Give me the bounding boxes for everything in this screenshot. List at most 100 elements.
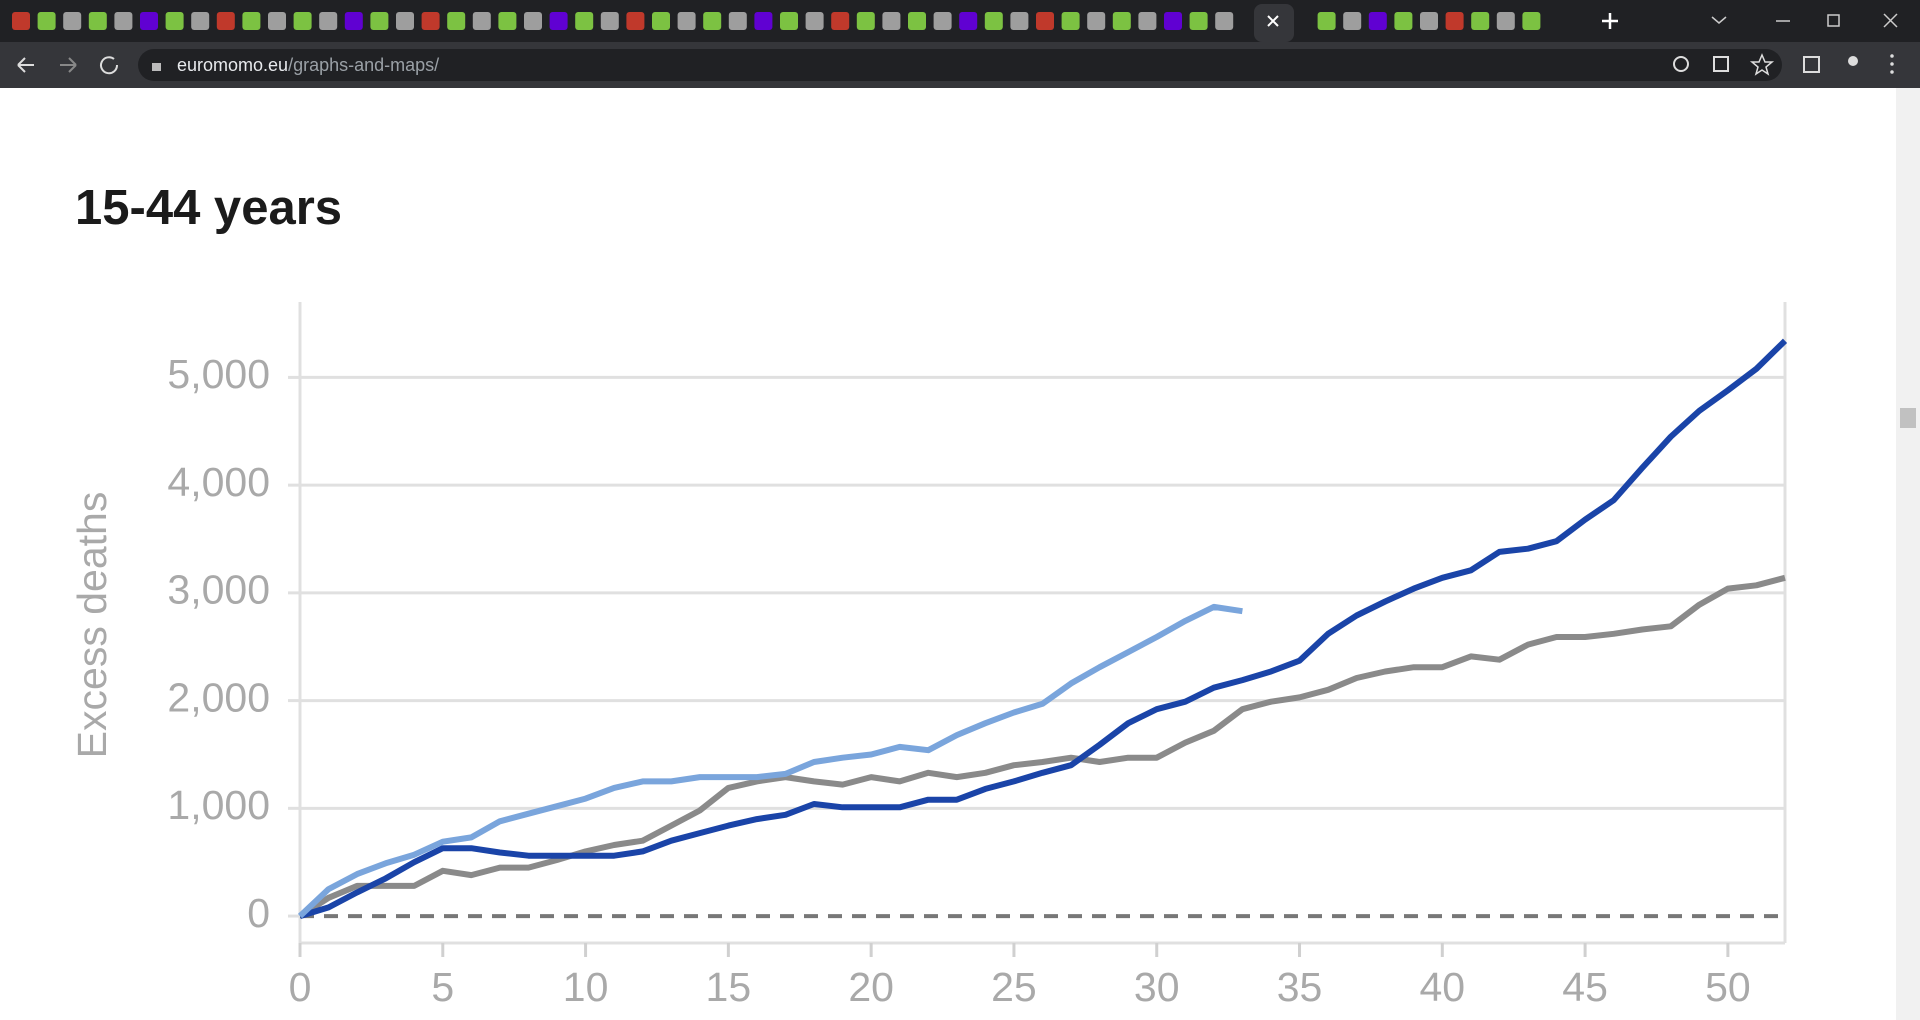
profile[interactable] (1848, 56, 1858, 66)
tab-favicon[interactable] (575, 12, 594, 30)
tab-favicon[interactable] (908, 12, 926, 30)
side-panel[interactable] (1803, 56, 1820, 73)
tab-favicon[interactable] (370, 12, 389, 30)
tab-favicon[interactable] (37, 12, 56, 30)
tab-favicon[interactable] (856, 12, 875, 30)
tab-favicon[interactable] (293, 12, 312, 30)
y-tick-label: 2,000 (167, 674, 270, 720)
url-host: euromomo.eu (177, 55, 288, 75)
tab-favicon[interactable] (447, 12, 466, 30)
tab-icons (12, 12, 1541, 30)
tab-favicon[interactable] (1189, 12, 1208, 30)
scroll-thumb[interactable] (1900, 408, 1916, 428)
y-tick-label: 0 (247, 890, 270, 936)
tab-favicon[interactable] (1138, 12, 1157, 30)
tab-favicon[interactable] (882, 12, 901, 30)
tab-search[interactable] (1711, 16, 1727, 24)
tab-favicon[interactable] (1215, 12, 1234, 30)
y-tick-label: 4,000 (167, 459, 270, 505)
back[interactable] (17, 57, 34, 73)
tab-favicon[interactable] (396, 12, 414, 30)
tab-favicon[interactable] (114, 12, 133, 30)
tab-favicon[interactable] (12, 12, 30, 30)
scrollbar[interactable] (1896, 88, 1920, 1020)
tab-favicon[interactable] (1368, 12, 1387, 30)
tab-favicon[interactable] (472, 12, 491, 30)
tab-favicon[interactable] (524, 12, 542, 30)
x-tick-label: 40 (1420, 964, 1466, 1010)
x-tick-label: 30 (1134, 964, 1180, 1010)
tab-favicon[interactable] (1420, 12, 1438, 30)
url[interactable]: euromomo.eu/graphs-and-maps/ (177, 55, 439, 75)
tab-favicon[interactable] (703, 12, 722, 30)
tab-favicon[interactable] (344, 12, 363, 30)
tab-favicon[interactable] (88, 12, 107, 30)
tab-favicon[interactable] (1164, 12, 1182, 30)
tab-favicon[interactable] (984, 12, 1003, 30)
tab-favicon[interactable] (165, 12, 184, 30)
tab-favicon[interactable] (268, 12, 286, 30)
tab-favicon[interactable] (600, 12, 619, 30)
tab-close[interactable] (1267, 15, 1279, 27)
tab-favicon[interactable] (677, 12, 696, 30)
address-bar[interactable] (138, 49, 1782, 81)
tab-favicon[interactable] (63, 12, 82, 30)
tab-favicon[interactable] (549, 12, 568, 30)
restore[interactable] (1827, 14, 1840, 27)
close-window[interactable] (1883, 13, 1898, 28)
series-line (297, 603, 1243, 919)
tab-favicon[interactable] (216, 12, 235, 30)
x-tick-label: 35 (1277, 964, 1323, 1010)
tab-favicon[interactable] (421, 12, 440, 30)
tab-favicon[interactable] (1445, 12, 1464, 30)
x-tick-label: 5 (431, 964, 454, 1010)
tab-favicon[interactable] (191, 12, 210, 30)
y-axis-title: Excess deaths (69, 492, 115, 759)
tab-favicon[interactable] (1343, 12, 1362, 30)
tab-favicon[interactable] (933, 12, 952, 30)
bookmark[interactable] (1749, 53, 1775, 76)
tab-favicon[interactable] (780, 12, 798, 30)
y-tick-label: 3,000 (167, 567, 270, 613)
series-line (299, 338, 1788, 919)
new-tab[interactable] (1602, 13, 1618, 29)
tab-favicon[interactable] (1010, 12, 1029, 30)
tab-favicon[interactable] (1471, 12, 1490, 30)
tab-favicon[interactable] (728, 12, 747, 30)
tab-favicon[interactable] (1087, 12, 1106, 30)
series-line (298, 574, 1786, 919)
tab-favicon[interactable] (754, 12, 773, 30)
tab-favicon[interactable] (1394, 12, 1413, 30)
x-tick-label: 20 (848, 964, 894, 1010)
tab-favicon[interactable] (1496, 12, 1515, 30)
tab-favicon[interactable] (831, 12, 850, 30)
tab-favicon[interactable] (242, 12, 261, 30)
tab-favicon[interactable] (805, 12, 824, 30)
tab-favicon[interactable] (959, 12, 978, 30)
forward[interactable] (60, 57, 77, 73)
tab-favicon[interactable] (1522, 12, 1541, 30)
x-tick-label: 10 (563, 964, 609, 1010)
tab-favicon[interactable] (1112, 12, 1131, 30)
tab-favicon[interactable] (626, 12, 645, 30)
x-tick-label: 15 (706, 964, 752, 1010)
chart-title: 15-44 years (75, 181, 342, 235)
y-tick-label: 5,000 (167, 351, 270, 397)
tab-favicon[interactable] (1061, 12, 1080, 30)
tab-favicon[interactable] (498, 12, 517, 30)
x-tick-label: 45 (1562, 964, 1608, 1010)
y-tick-label: 1,000 (167, 782, 270, 828)
tab-favicon[interactable] (140, 12, 158, 30)
zoom-icon[interactable] (1673, 56, 1689, 72)
plot: 0 1,000 2,000 3,000 4,000 5,000 0 5 10 15 20 25 30 35… (167, 302, 1788, 1010)
tab-favicon[interactable] (319, 12, 338, 30)
tab-favicon[interactable] (1036, 12, 1054, 30)
reload[interactable] (100, 56, 119, 75)
share-icon[interactable] (1713, 56, 1729, 72)
lock-icon[interactable] (152, 63, 161, 71)
x-tick-label: 0 (289, 964, 312, 1010)
tab-favicon[interactable] (1317, 12, 1336, 30)
tab-favicon[interactable] (652, 12, 670, 30)
